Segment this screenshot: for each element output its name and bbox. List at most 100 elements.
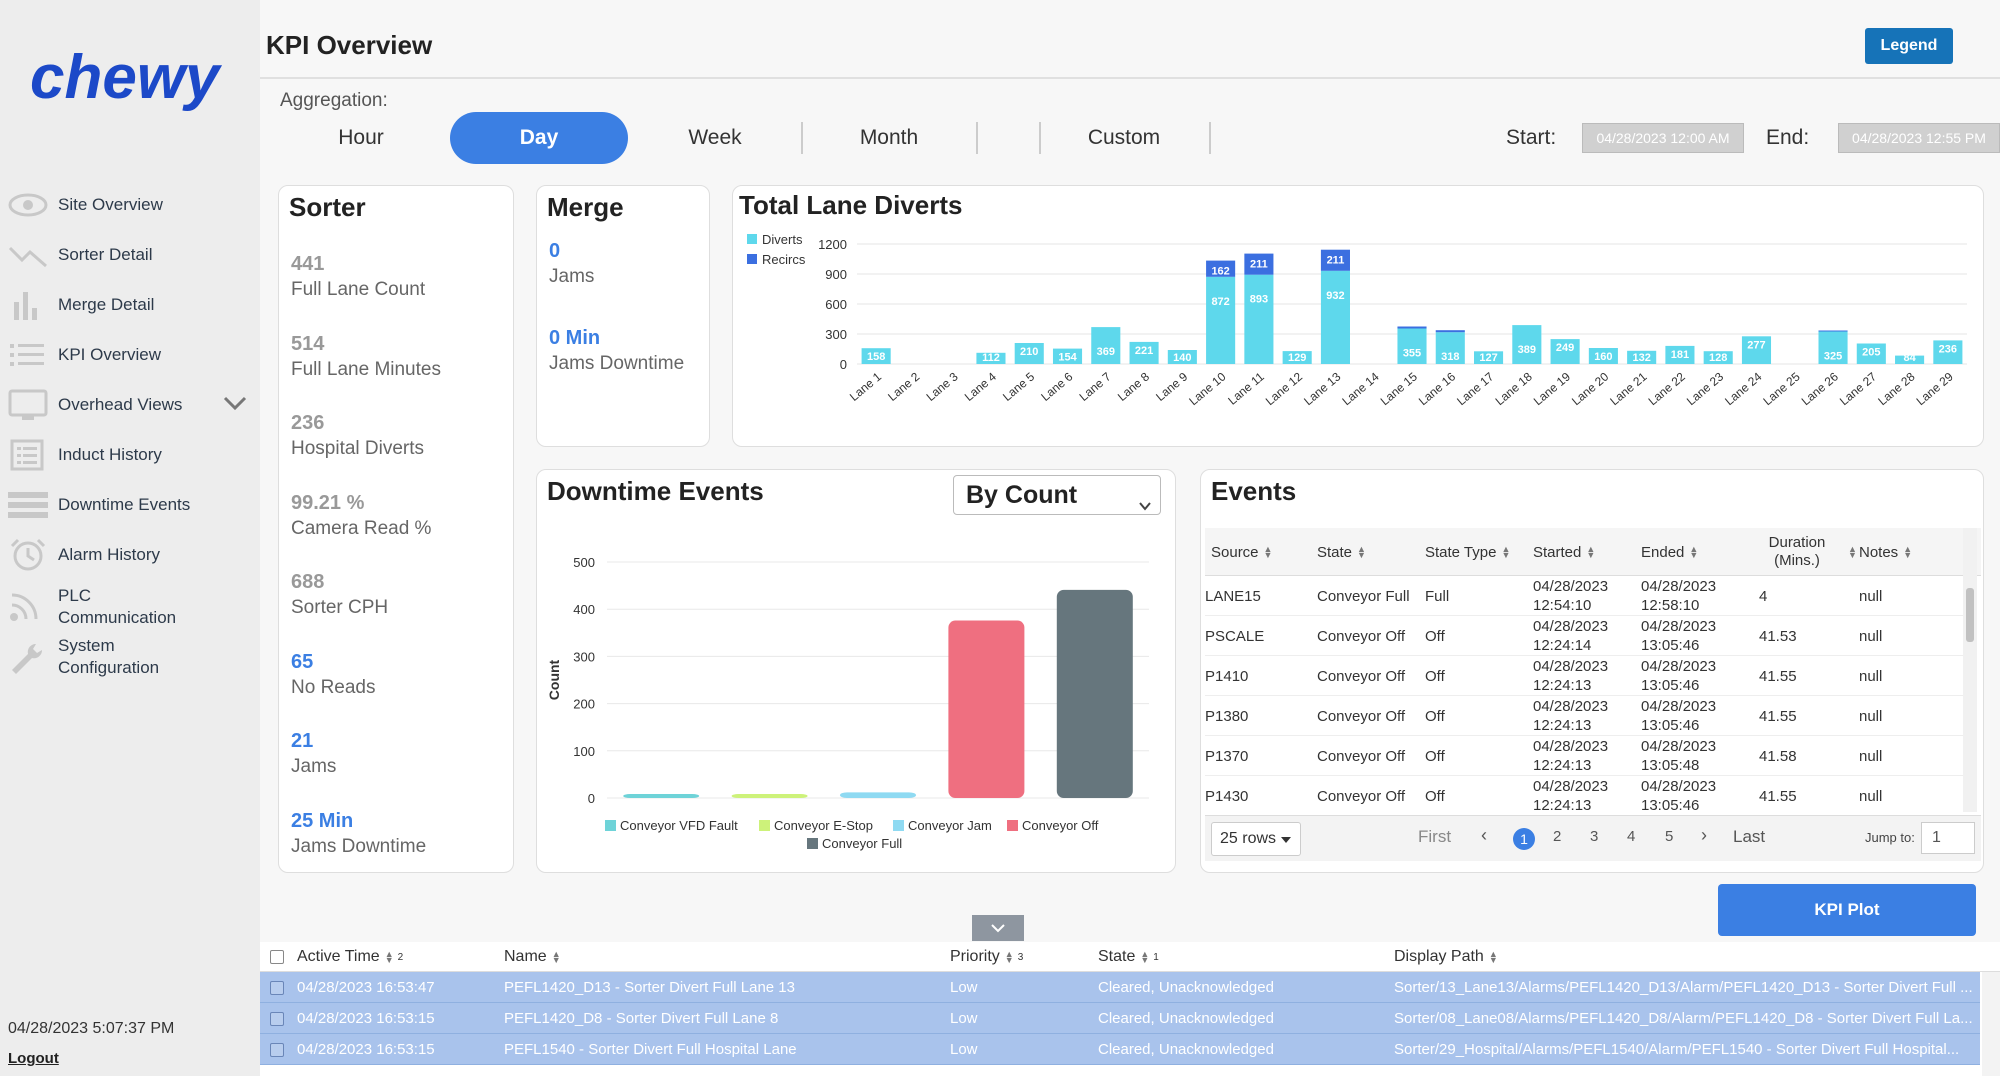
bar-conveyor-full[interactable] (1057, 590, 1133, 798)
sorter-panel: Sorter 441 Full Lane Count 514 Full Lane M… (278, 185, 514, 873)
row-checkbox[interactable] (270, 1003, 284, 1034)
tab-week[interactable]: Week (630, 112, 800, 164)
col-duration-sort[interactable]: ▲ ▼ (1843, 528, 1857, 576)
table-row[interactable]: PSCALE Conveyor Off Off 04/28/2023 12:24:14… (1205, 616, 1967, 656)
tab-hour[interactable]: Hour (276, 112, 446, 164)
table-row[interactable]: P1430 Conveyor Off Off 04/28/2023 12:24:13 0… (1205, 776, 1967, 812)
pager-first[interactable]: First (1418, 827, 1451, 847)
col-started[interactable]: Started ▲ ▼ (1533, 528, 1595, 576)
col-state-type[interactable]: State Type ▲ ▼ (1425, 528, 1510, 576)
legend-swatch (759, 820, 770, 831)
sidebar-item-overhead-views[interactable]: Overhead Views (6, 385, 256, 425)
sidebar-item-downtime-events[interactable]: Downtime Events (6, 485, 256, 525)
bar-diverts[interactable] (1244, 275, 1273, 364)
select-all-checkbox[interactable] (270, 942, 284, 972)
table-row[interactable]: LANE15 Conveyor Full Full 04/28/2023 12:54:… (1205, 576, 1967, 616)
col-alarm-state[interactable]: State ▲ ▼ 1 (1098, 942, 1159, 972)
chewy-logo[interactable]: chewy (30, 40, 230, 120)
tab-blank[interactable] (978, 112, 1038, 164)
wrench-icon (6, 639, 50, 675)
col-notes[interactable]: Notes ▲ ▼ (1859, 528, 1912, 576)
col-source[interactable]: Source ▲ ▼ (1211, 528, 1272, 576)
bar-recircs[interactable] (1397, 327, 1426, 329)
rows-per-page-select[interactable]: 25 rows (1211, 822, 1301, 856)
bar-recircs[interactable] (1436, 330, 1465, 332)
scrollbar-thumb[interactable] (1966, 588, 1974, 642)
col-active-time[interactable]: Active Time ▲ ▼ 2 (297, 942, 403, 972)
chart-title: Total Lane Diverts (739, 190, 962, 220)
sort-icon: ▲ ▼ (385, 951, 394, 963)
bar-recircs[interactable] (1818, 331, 1847, 332)
table-cell: P1430 (1205, 776, 1248, 812)
col-duration[interactable]: Duration (Mins.) (1751, 528, 1843, 576)
bar-conveyor-jam[interactable] (840, 792, 916, 798)
chevron-down-icon (1138, 489, 1152, 518)
pager-page-1[interactable]: 1 (1513, 828, 1535, 850)
pager-page-5[interactable]: 5 (1665, 828, 1673, 845)
pager-last[interactable]: Last (1733, 827, 1765, 847)
alarm-row[interactable]: 04/28/2023 16:53:15 PEFL1540 - Sorter Div… (260, 1034, 1980, 1065)
tab-month[interactable]: Month (803, 112, 975, 164)
chevron-down-icon[interactable] (222, 393, 248, 418)
sidebar-item-alarm-history[interactable]: Alarm History (6, 535, 256, 575)
col-name[interactable]: Name ▲ ▼ (504, 942, 561, 972)
alarm-row[interactable]: 04/28/2023 16:53:47 PEFL1420_D13 - Sorter… (260, 972, 1980, 1003)
bar-diverts[interactable] (1321, 271, 1350, 364)
sidebar-item-plc-communication[interactable]: PLC Communication (6, 585, 256, 629)
sort-icon: ▲ ▼ (1264, 546, 1273, 558)
tab-day[interactable]: Day (450, 112, 628, 164)
sidebar-item-site-overview[interactable]: Site Overview (6, 185, 256, 225)
col-priority[interactable]: Priority ▲ ▼ 3 (950, 942, 1023, 972)
metric-label: Jams (549, 264, 594, 290)
bar-conveyor-off[interactable] (948, 621, 1024, 798)
col-display-path[interactable]: Display Path ▲ ▼ (1394, 942, 1498, 972)
sidebar-item-sorter-detail[interactable]: Sorter Detail (6, 235, 256, 275)
bar-diverts[interactable] (1206, 277, 1235, 364)
jump-to-input[interactable]: 1 (1921, 822, 1975, 854)
sidebar-item-system-configuration[interactable]: System Configuration (6, 635, 256, 679)
table-cell: 04/28/2023 13:05:46 (1641, 696, 1741, 736)
pager-page-3[interactable]: 3 (1590, 828, 1598, 845)
pager-next[interactable]: › (1701, 825, 1707, 846)
sidebar-item-kpi-overview[interactable]: KPI Overview (6, 335, 256, 375)
legend-swatch (893, 820, 904, 831)
row-checkbox[interactable] (270, 972, 284, 1003)
row-checkbox[interactable] (270, 1034, 284, 1065)
pager-page-2[interactable]: 2 (1553, 828, 1561, 845)
col-ended[interactable]: Ended ▲ ▼ (1641, 528, 1698, 576)
tab-custom[interactable]: Custom (1041, 112, 1207, 164)
col-label: State (1098, 948, 1135, 966)
table-cell: Conveyor Full (1317, 576, 1410, 616)
alarm-scrollbar[interactable] (1982, 972, 2000, 1076)
events-pager: 25 rows First ‹ 1 2 3 4 5 › Last Jump to… (1205, 815, 1981, 861)
sidebar-item-induct-history[interactable]: Induct History (6, 435, 256, 475)
col-state[interactable]: State ▲ ▼ (1317, 528, 1366, 576)
expand-alarms-button[interactable] (972, 915, 1024, 941)
divider (260, 77, 2000, 79)
table-row[interactable]: P1380 Conveyor Off Off 04/28/2023 12:24:13 0… (1205, 696, 1967, 736)
table-row[interactable]: P1410 Conveyor Off Off 04/28/2023 12:24:13 0… (1205, 656, 1967, 696)
pager-prev[interactable]: ‹ (1481, 825, 1487, 846)
logout-link[interactable]: Logout (8, 1050, 59, 1067)
bar-label: 369 (1097, 346, 1115, 358)
kpi-plot-button[interactable]: KPI Plot (1718, 884, 1976, 936)
select-value: 25 rows (1220, 830, 1276, 848)
bar-conveyor-vfd-fault[interactable] (623, 794, 699, 798)
start-date-input[interactable]: 04/28/2023 12:00 AM (1582, 123, 1744, 153)
bar-label: 84 (1903, 352, 1916, 364)
events-scrollbar[interactable] (1963, 528, 1977, 812)
table-row[interactable]: P1370 Conveyor Off Off 04/28/2023 12:24:13 0… (1205, 736, 1967, 776)
end-date-input[interactable]: 04/28/2023 12:55 PM (1838, 123, 2000, 153)
sidebar-item-merge-detail[interactable]: Merge Detail (6, 285, 256, 325)
downtime-mode-select[interactable]: By Count (953, 475, 1161, 515)
table-cell: Off (1425, 656, 1445, 696)
bar-conveyor-e-stop[interactable] (732, 794, 808, 798)
pager-page-4[interactable]: 4 (1627, 828, 1635, 845)
metric-sorter-cph: 688 Sorter CPH (291, 569, 388, 621)
alarm-row[interactable]: 04/28/2023 16:53:15 PEFL1420_D8 - Sorter … (260, 1003, 1980, 1034)
x-tick-label: Lane 10 (1186, 369, 1228, 408)
y-tick-label: 600 (825, 297, 847, 312)
col-label: State Type (1425, 544, 1496, 561)
x-tick-label: Lane 4 (962, 369, 999, 404)
legend-button[interactable]: Legend (1865, 28, 1953, 64)
